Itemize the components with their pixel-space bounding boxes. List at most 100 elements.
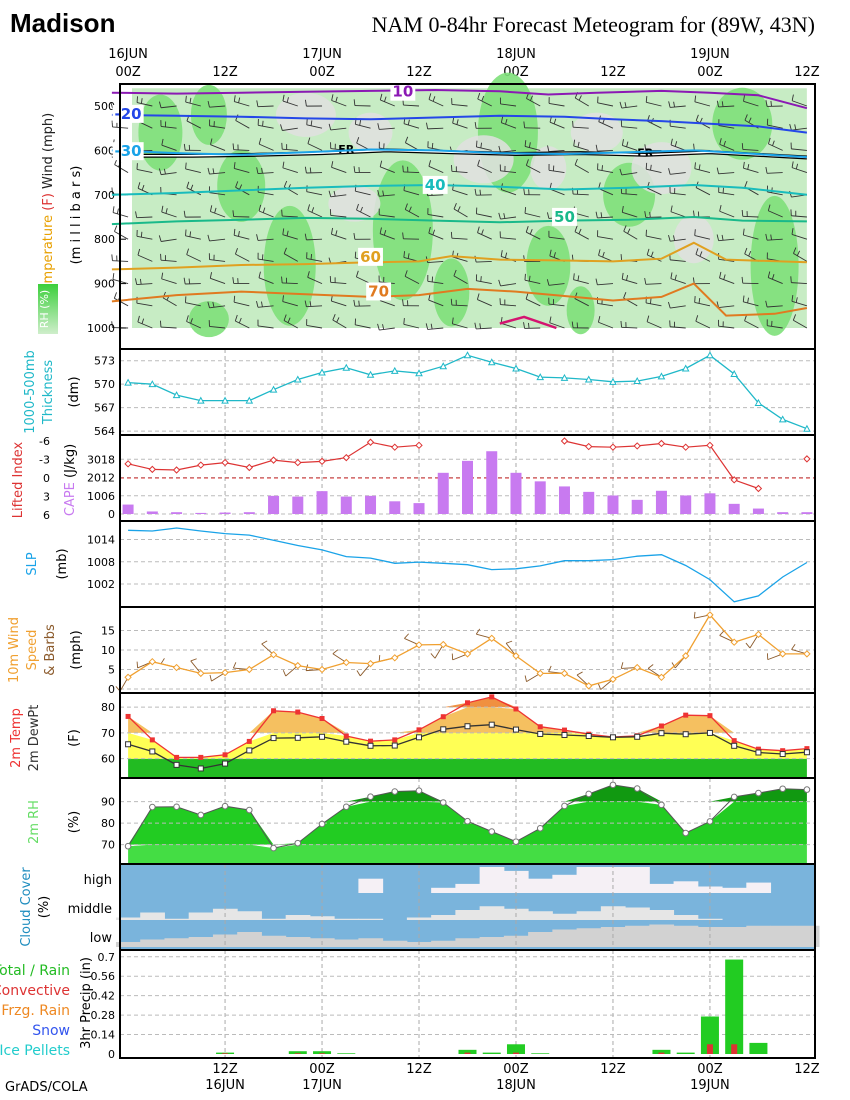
wind-barb (161, 205, 177, 218)
wind-speed-marker (536, 669, 544, 678)
wind-barb-flag (673, 235, 676, 241)
wind-barb-staff (500, 322, 517, 329)
isotherm-label-bg (366, 282, 392, 301)
wind-barb (499, 97, 517, 107)
wind-barb-staff (476, 213, 492, 218)
wind-barb (403, 317, 420, 329)
isotherm-line (111, 183, 808, 196)
lifted-index-marker (318, 457, 326, 466)
wind-barb-flag (451, 165, 453, 172)
cloud-ylabel-units: (%) (37, 896, 52, 919)
wind-barb (402, 299, 420, 307)
rh-marker (342, 803, 350, 811)
wind-barb (377, 190, 395, 197)
wind-barb-flag (718, 319, 720, 327)
wind-barb-flag (407, 166, 409, 173)
wind-barb-staff (186, 120, 202, 129)
wind-barb (694, 229, 711, 240)
wind-barb-flag (111, 187, 113, 194)
wind-barb-flag (719, 630, 725, 636)
wind-barb-flag (765, 166, 768, 174)
cloud-bar (140, 939, 165, 947)
cape-bar (122, 504, 134, 514)
wind-barb (548, 297, 565, 307)
wind-barb (328, 123, 347, 131)
wind-barb (573, 273, 589, 285)
wind-barb-flag (767, 653, 769, 660)
cape-bar (655, 490, 667, 514)
wind-barb-staff (451, 237, 468, 240)
wind-barb (474, 188, 492, 196)
wind-barb-flag (281, 276, 283, 283)
wind-barb (428, 226, 444, 240)
wind-barb (329, 209, 347, 218)
wind-barb-staff (524, 212, 541, 218)
wind-barb-flag (285, 277, 288, 284)
wind-barb-flag (670, 138, 673, 145)
wind-barb-flag (525, 292, 529, 300)
cloud-bar (285, 915, 311, 920)
wind-barb-flag (112, 273, 115, 280)
wind-barb-flag (208, 253, 210, 260)
dewpoint-marker (682, 731, 689, 738)
wind-barb (283, 247, 299, 262)
cloud-bar (770, 925, 796, 947)
wind-barb (134, 278, 153, 285)
wind-barb-flag (111, 254, 113, 261)
wind-barb-flag (499, 298, 501, 305)
temperature-marker (125, 713, 131, 719)
wind-barb-flag (741, 209, 744, 217)
wind-barb (234, 314, 250, 329)
wind-barb-flag (282, 228, 285, 235)
wind-barb-10m (597, 678, 614, 690)
wind-barb (450, 231, 468, 240)
wind-barb (498, 212, 517, 220)
wind-barb-flag (455, 299, 457, 306)
wind-barb (766, 319, 783, 329)
precip-total-bar (313, 1051, 332, 1054)
wind-barb-flag (743, 94, 745, 102)
cloud-bar (358, 938, 384, 947)
wind-speed-marker (778, 650, 787, 658)
wind-barb-flag (140, 98, 143, 104)
wind-ylabel: 10m Wind (7, 617, 22, 683)
wind-barb-staff (285, 665, 299, 677)
wind-barb (548, 230, 565, 240)
wind-barb-staff (598, 188, 614, 196)
wind-barb (574, 158, 589, 173)
wind-speed-marker (269, 650, 278, 659)
wind-barb-staff (283, 320, 299, 329)
wind-barb (790, 209, 807, 218)
wind-barb-flag (748, 250, 752, 257)
thickness-marker (463, 351, 472, 359)
cape-tick-label: 3018 (87, 453, 115, 466)
wind-barb-flag (402, 232, 404, 239)
wind-barb (258, 137, 274, 151)
wind-barb-staff (114, 164, 129, 173)
wind-barb-staff (451, 104, 468, 107)
precip-total-bar (676, 1052, 695, 1054)
wind-barb-staff (331, 100, 347, 107)
wind-barb (476, 140, 492, 151)
wind-barb (402, 165, 420, 174)
wind-barb-staff (307, 276, 323, 285)
wind-barb (741, 209, 759, 218)
wind-barb-flag (741, 276, 744, 284)
cloud-bar (576, 928, 602, 947)
cloud-bar (552, 874, 578, 893)
wind-barb (185, 229, 201, 240)
y-tick-label: 900 (94, 278, 115, 291)
wind-barb (185, 162, 201, 174)
wind-barb-flag (212, 301, 215, 308)
rh-marker (706, 818, 714, 825)
wind-barb (571, 321, 589, 329)
wind-speed-marker (463, 650, 472, 658)
wind-barb-staff (548, 303, 565, 307)
wind-barb-staff (621, 193, 638, 196)
dewpoint-marker (488, 721, 495, 728)
wind-barb-staff (185, 235, 201, 240)
wind-barb-staff (719, 277, 735, 285)
wind-barb-staff (670, 105, 686, 108)
wind-barb (258, 204, 274, 218)
wind-barb-staff (307, 143, 323, 151)
